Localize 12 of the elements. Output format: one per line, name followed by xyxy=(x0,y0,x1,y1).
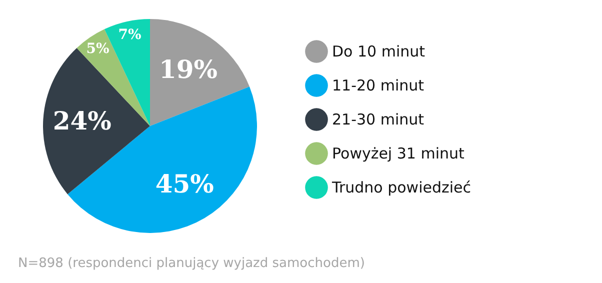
pie-slice xyxy=(150,19,250,126)
text: N=898 (respondenci planujący wyjazd samochodem) xyxy=(18,256,365,271)
legend-label: 21-30 minut xyxy=(332,110,424,128)
legend-label: Powyżej 31 minut xyxy=(332,144,465,162)
legend-label: Trudno powiedzieć xyxy=(331,178,472,196)
data-label: 5% xyxy=(86,41,110,58)
data-label: 45% xyxy=(155,170,214,199)
data-label: 19% xyxy=(158,54,218,84)
data-label: 24% xyxy=(52,106,112,136)
data-label: 7% xyxy=(118,27,142,44)
legend-label: 11-20 minut xyxy=(332,76,424,94)
legend-label: Do 10 minut xyxy=(332,42,426,60)
